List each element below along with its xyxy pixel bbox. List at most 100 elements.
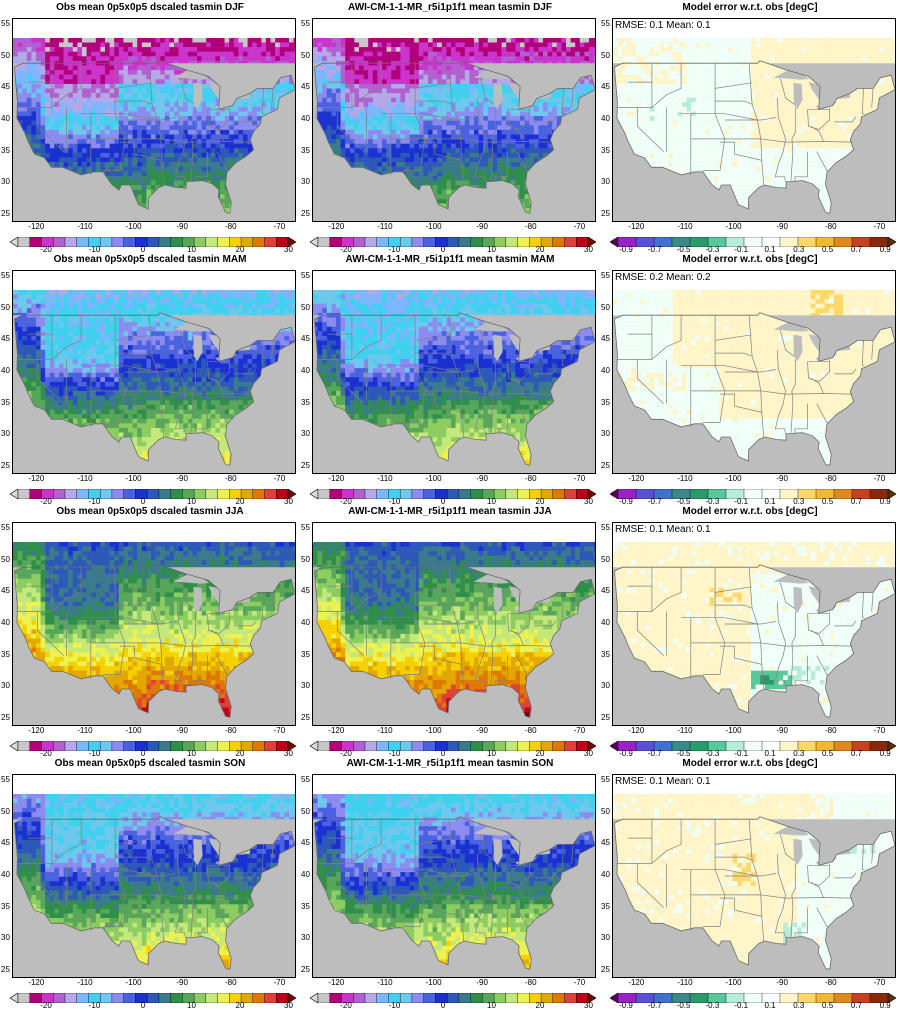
panel-title: Obs mean 0p5x0p5 dscaled tasmin JJA: [0, 506, 300, 517]
map-canvas: [313, 775, 595, 977]
colorbar-swatch: [506, 489, 518, 499]
x-tick-label: -120: [621, 978, 651, 987]
map-area: [312, 18, 596, 222]
x-tick-label: -70: [864, 222, 894, 231]
y-tick-label: 25: [1, 713, 10, 722]
colorbar-swatch: [112, 741, 124, 751]
stats-label: RMSE: 0.1 Mean: 0.1: [615, 20, 711, 31]
map-canvas: [313, 271, 595, 473]
colorbar-label: 20: [525, 1001, 555, 1010]
x-tick-label: -120: [621, 474, 651, 483]
y-tick-label: 55: [301, 775, 310, 784]
x-tick-label: -90: [467, 474, 497, 483]
y-tick-label: 55: [301, 271, 310, 280]
y-tick-label: 50: [301, 555, 310, 564]
x-tick-label: -90: [767, 978, 797, 987]
colorbar-swatch: [18, 741, 30, 751]
x-tick-label: -80: [816, 474, 846, 483]
colorbar-label: 0: [128, 1001, 158, 1010]
y-tick-label: 55: [1, 775, 10, 784]
x-tick-label: -110: [670, 726, 700, 735]
colorbar: [310, 486, 596, 496]
colorbar-swatch: [159, 489, 171, 499]
colorbar-low-arrow: [10, 489, 18, 499]
y-tick-label: 30: [301, 177, 310, 186]
colorbar-label: 0.5: [813, 1001, 843, 1010]
colorbar-swatch: [65, 237, 77, 247]
colorbar-swatch: [112, 993, 124, 1003]
colorbar-swatch: [112, 489, 124, 499]
x-tick-label: -110: [370, 222, 400, 231]
panel-title: AWI-CM-1-1-MR_r5i1p1f1 mean tasmin SON: [300, 758, 600, 769]
x-tick-label: -80: [816, 978, 846, 987]
x-tick-label: -80: [816, 726, 846, 735]
x-tick-label: -90: [167, 474, 197, 483]
x-tick-label: -80: [216, 222, 246, 231]
x-tick-label: -120: [621, 726, 651, 735]
colorbar-label: 0: [428, 1001, 458, 1010]
map-area: [312, 522, 596, 726]
x-tick-label: -100: [419, 978, 449, 987]
x-tick-label: -110: [370, 726, 400, 735]
stats-label: RMSE: 0.1 Mean: 0.1: [615, 776, 711, 787]
y-tick-label: 35: [301, 650, 310, 659]
panel-title: Model error w.r.t. obs [degC]: [600, 2, 900, 13]
y-tick-label: 30: [1, 933, 10, 942]
x-tick-label: -120: [321, 978, 351, 987]
y-tick-label: 25: [601, 713, 610, 722]
colorbar-low-arrow: [10, 237, 18, 247]
y-tick-label: 45: [601, 334, 610, 343]
y-tick-label: 35: [601, 398, 610, 407]
x-tick-label: -70: [264, 978, 294, 987]
colorbar-swatch: [365, 741, 377, 751]
x-tick-label: -90: [767, 726, 797, 735]
stats-label: RMSE: 0.2 Mean: 0.2: [615, 272, 711, 283]
colorbar-swatch: [318, 237, 330, 247]
x-tick-label: -120: [21, 726, 51, 735]
colorbar-swatch: [318, 741, 330, 751]
x-tick-label: -120: [621, 222, 651, 231]
y-tick-label: 55: [601, 523, 610, 532]
y-tick-label: 30: [301, 429, 310, 438]
colorbar-low-arrow: [310, 993, 318, 1003]
colorbar-label: -0.1: [726, 1001, 756, 1010]
x-tick-label: -70: [564, 978, 594, 987]
y-tick-label: 55: [1, 523, 10, 532]
x-tick-label: -90: [467, 222, 497, 231]
colorbar-swatch: [459, 237, 471, 247]
y-tick-label: 50: [1, 807, 10, 816]
y-tick-label: 35: [1, 902, 10, 911]
y-tick-label: 45: [301, 586, 310, 595]
map-canvas: [613, 271, 895, 473]
map-canvas: [613, 19, 895, 221]
y-tick-label: 40: [301, 618, 310, 627]
colorbar-label: 10: [477, 1001, 507, 1010]
y-tick-label: 45: [1, 586, 10, 595]
y-tick-label: 50: [301, 807, 310, 816]
x-tick-label: -100: [119, 978, 149, 987]
y-tick-label: 50: [601, 51, 610, 60]
colorbar-swatch: [412, 993, 424, 1003]
y-tick-label: 45: [301, 838, 310, 847]
map-panel-jja-diff: Model error w.r.t. obs [degC]RMSE: 0.1 M…: [600, 504, 900, 754]
colorbar-label: 0.1: [755, 1001, 785, 1010]
colorbar-swatch: [18, 237, 30, 247]
y-tick-label: 35: [301, 398, 310, 407]
x-tick-label: -70: [564, 222, 594, 231]
y-tick-label: 40: [1, 114, 10, 123]
y-tick-label: 25: [601, 461, 610, 470]
colorbar-swatch: [159, 741, 171, 751]
x-tick-label: -80: [216, 726, 246, 735]
colorbar: [610, 738, 896, 748]
colorbar: [310, 738, 596, 748]
y-tick-label: 30: [601, 681, 610, 690]
colorbar: [310, 234, 596, 244]
colorbar-low-arrow: [310, 489, 318, 499]
colorbar-label: 0.3: [784, 1001, 814, 1010]
map-area: [312, 270, 596, 474]
colorbar-low-arrow: [310, 237, 318, 247]
y-tick-label: 25: [1, 461, 10, 470]
